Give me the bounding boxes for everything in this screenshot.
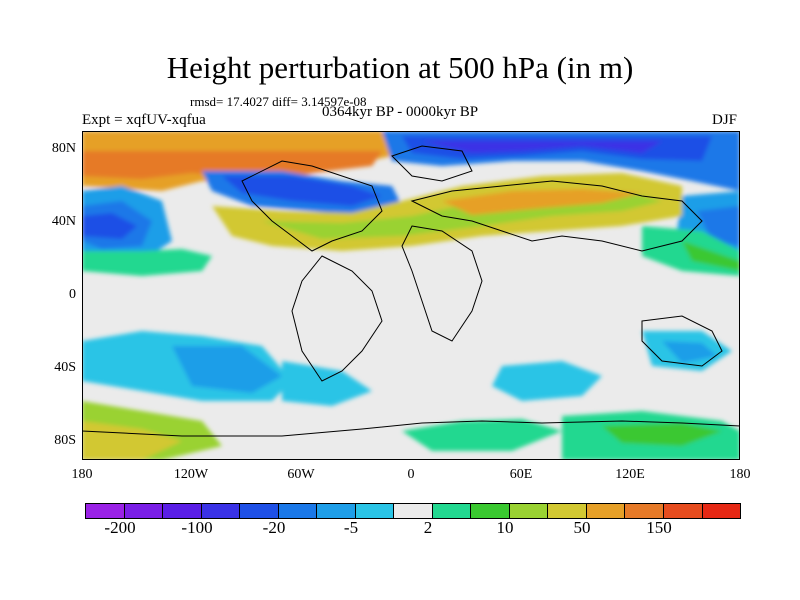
- colorbar-label: -5: [343, 518, 359, 537]
- colorbar-swatch: [509, 504, 549, 518]
- lon-tick-label: 180: [71, 467, 93, 482]
- colorbar-swatch: [586, 504, 626, 518]
- colorbar-swatch: [317, 504, 356, 518]
- map-panel: [82, 131, 740, 460]
- colorbar-swatch: [240, 504, 279, 518]
- lon-tick-label: 60E: [509, 467, 533, 482]
- colorbar-label: -20: [262, 518, 286, 537]
- experiment-label: Expt = xqfUV-xqfua: [82, 112, 206, 128]
- colorbar-swatch: [86, 504, 125, 518]
- colorbar-swatch: [471, 504, 510, 518]
- lon-tick-label: 180: [729, 467, 751, 482]
- coastlines: [82, 145, 740, 437]
- period-label: 0364kyr BP - 0000kyr BP: [322, 104, 479, 120]
- colorbar-label: 50: [573, 518, 591, 537]
- rmsd-stats: rmsd= 17.4027 diff= 3.14597e-08: [190, 94, 367, 109]
- colorbar-label: -100: [181, 518, 213, 537]
- colorbar-swatch: [124, 504, 164, 518]
- colorbar-swatch: [432, 504, 472, 518]
- colorbar-label: 10: [496, 518, 514, 537]
- colorbar-swatch: [278, 504, 318, 518]
- colorbar-swatch: [201, 504, 241, 518]
- lat-tick-label: 80S: [54, 433, 76, 448]
- lon-tick-label: 60W: [287, 467, 315, 482]
- colorbar-swatch: [394, 504, 433, 518]
- contour-field: [82, 131, 740, 460]
- colorbar-label: -200: [104, 518, 136, 537]
- season-label: DJF: [712, 112, 738, 128]
- lon-tick-label: 120E: [615, 467, 645, 482]
- colorbar-swatch: [702, 504, 741, 518]
- lat-tick-label: 80N: [51, 141, 76, 156]
- colorbar-swatch: [663, 504, 703, 518]
- lat-tick-label: 0: [69, 287, 76, 302]
- colorbar-swatch: [163, 504, 202, 518]
- colorbar-swatch: [548, 504, 587, 518]
- colorbar: [85, 503, 741, 519]
- plot-title: Height perturbation at 500 hPa (in m): [166, 50, 634, 85]
- colorbar-label: 2: [423, 518, 433, 537]
- colorbar-label: 150: [646, 518, 672, 537]
- lon-tick-label: 120W: [173, 467, 209, 482]
- colorbar-swatch: [625, 504, 664, 518]
- colorbar-swatch: [355, 504, 395, 518]
- lon-tick-label: 0: [407, 467, 415, 482]
- lat-tick-label: 40N: [51, 214, 76, 229]
- lat-tick-label: 40S: [54, 360, 76, 375]
